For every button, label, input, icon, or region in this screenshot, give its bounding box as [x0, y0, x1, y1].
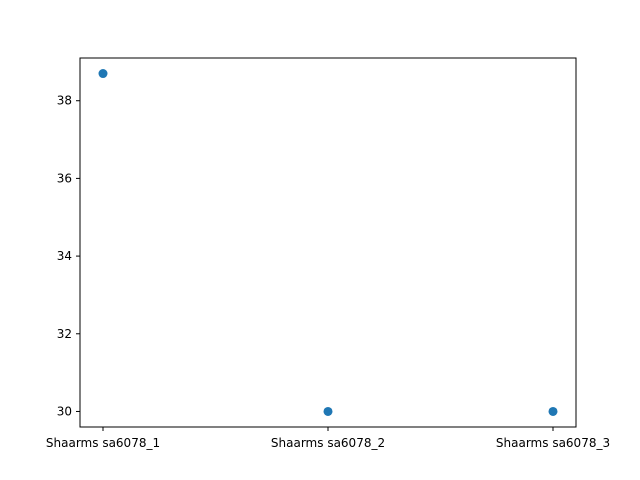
x-tick-label: Shaarms sa6078_1 — [46, 436, 160, 450]
data-point — [548, 406, 558, 416]
plot-area-frame — [79, 57, 577, 428]
y-axis: 30 32 34 36 38 — [57, 94, 80, 418]
x-axis: Shaarms sa6078_1 Shaarms sa6078_2 Shaarms … — [46, 427, 610, 450]
data-point — [323, 406, 333, 416]
y-tick-label: 34 — [57, 249, 72, 263]
y-tick-label: 36 — [57, 171, 72, 185]
x-tick-label: Shaarms sa6078_3 — [496, 436, 610, 450]
data-point — [98, 69, 108, 79]
y-tick-label: 32 — [57, 327, 72, 341]
y-tick-label: 30 — [57, 404, 72, 418]
x-tick-label: Shaarms sa6078_2 — [271, 436, 385, 450]
y-tick-label: 38 — [57, 94, 72, 108]
data-points — [98, 69, 558, 416]
